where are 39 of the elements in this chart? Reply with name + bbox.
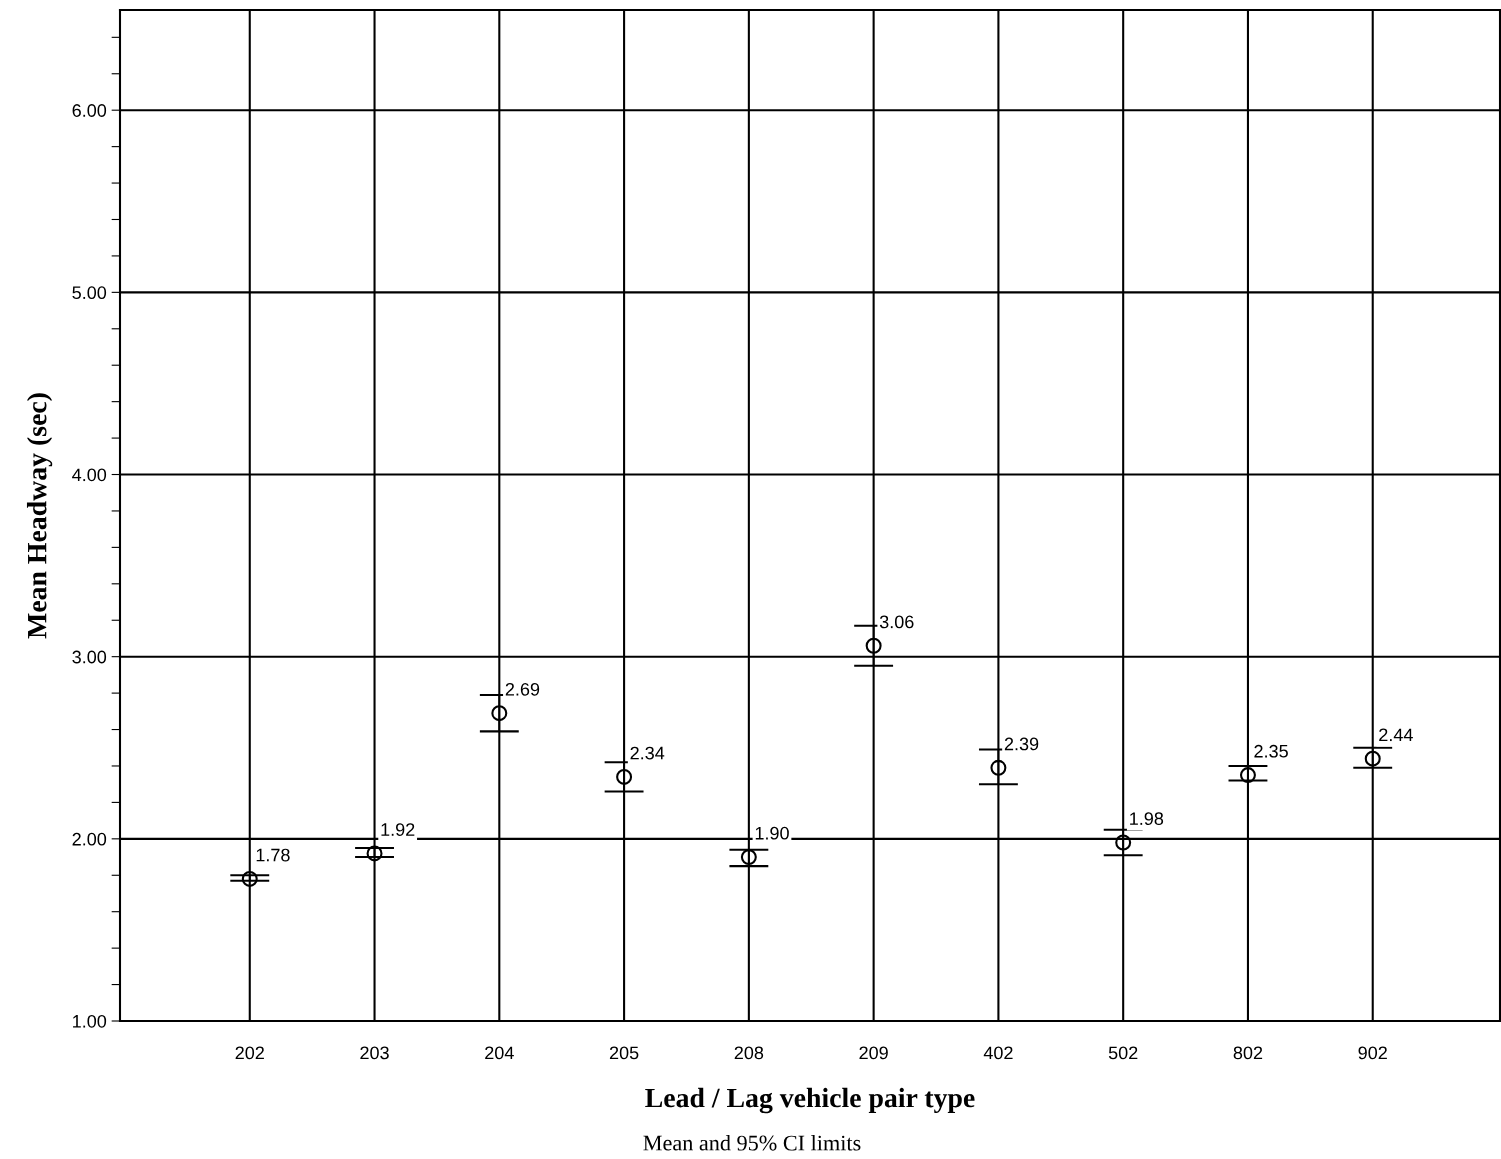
data-label: 1.78 xyxy=(256,848,290,862)
x-tick-label: 402 xyxy=(983,1046,1013,1060)
point xyxy=(1239,767,1256,784)
point xyxy=(1364,750,1381,767)
point xyxy=(241,870,258,887)
data-label: 1.98 xyxy=(1130,812,1164,826)
text: Mean and 95% CI limits xyxy=(643,1134,861,1151)
x-axis-title: Lead / Lag vehicle pair type xyxy=(645,1087,975,1114)
point xyxy=(865,637,882,654)
data-label: 2.69 xyxy=(505,682,540,696)
data-label: 2.44 xyxy=(1379,728,1413,742)
point xyxy=(990,759,1007,776)
y-tick-label: 1.00 xyxy=(73,1014,107,1028)
x-tick-label: 202 xyxy=(235,1046,264,1060)
x-tick-label: 209 xyxy=(859,1046,888,1060)
point xyxy=(740,849,757,866)
x-tick-label: 902 xyxy=(1358,1046,1387,1060)
data-label: 2.35 xyxy=(1254,744,1288,758)
point xyxy=(616,768,633,785)
x-tick-label: 208 xyxy=(734,1046,764,1060)
data-label: 1.92 xyxy=(381,823,415,836)
point xyxy=(491,705,508,722)
x-tick-label: 204 xyxy=(485,1046,514,1060)
point xyxy=(366,845,383,862)
y-tick-label: 6.00 xyxy=(72,104,107,117)
x-tick-label: 205 xyxy=(609,1046,639,1060)
y-tick-label: 2.00 xyxy=(72,832,107,846)
x-tick-label: 502 xyxy=(1108,1046,1138,1060)
data-label: 2.34 xyxy=(630,746,665,760)
point xyxy=(1115,834,1132,851)
y-tick-label: 3.00 xyxy=(72,650,107,664)
y-tick-label: 4.00 xyxy=(72,468,107,482)
y-tick-label: 5.00 xyxy=(72,286,107,300)
x-tick-label: 203 xyxy=(360,1046,389,1060)
data-label: 2.39 xyxy=(1004,737,1039,751)
y-axis-title: Mean Headway (sec) xyxy=(26,393,53,639)
x-tick-label: 802 xyxy=(1233,1046,1263,1060)
data-label: 1.90 xyxy=(755,826,789,840)
data-label: 3.06 xyxy=(879,615,914,629)
